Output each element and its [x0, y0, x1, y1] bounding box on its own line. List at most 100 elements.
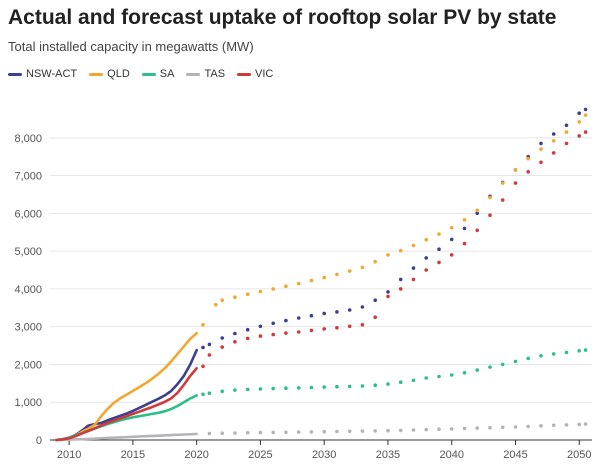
x-tick-label: 2045	[503, 449, 527, 461]
forecast-point-sa	[207, 391, 212, 396]
forecast-point-tas	[360, 429, 365, 433]
forecast-point-sa	[284, 386, 288, 391]
legend-swatch-tas	[186, 72, 201, 76]
forecast-point-vic	[360, 323, 365, 327]
forecast-point-vic	[577, 134, 581, 138]
legend-item-vic[interactable]: VIC	[237, 68, 273, 80]
forecast-point-qld	[214, 303, 218, 307]
forecast-point-qld	[551, 139, 556, 143]
forecast-point-qld	[233, 295, 237, 300]
forecast-point-tas	[437, 427, 441, 432]
forecast-point-nsw-act	[245, 327, 250, 332]
forecast-point-sa	[309, 385, 314, 390]
legend-label-qld: QLD	[107, 68, 130, 80]
forecast-point-qld	[539, 147, 543, 151]
forecast-point-qld	[411, 243, 416, 248]
forecast-point-qld	[564, 130, 569, 134]
forecast-point-sa	[201, 392, 205, 397]
forecast-point-tas	[539, 424, 543, 428]
legend-item-tas[interactable]: TAS	[186, 68, 225, 80]
forecast-point-vic	[220, 345, 224, 349]
forecast-point-nsw-act	[437, 247, 441, 251]
forecast-point-qld	[322, 275, 327, 280]
forecast-point-nsw-act	[411, 266, 416, 270]
forecast-point-vic	[449, 253, 454, 257]
forecast-point-vic	[373, 315, 378, 320]
forecast-point-vic	[271, 332, 276, 337]
forecast-point-tas	[220, 431, 224, 436]
forecast-point-nsw-act	[233, 331, 237, 336]
forecast-point-tas	[233, 431, 237, 435]
forecast-point-tas	[526, 424, 530, 429]
forecast-point-sa	[564, 350, 569, 355]
legend-item-nsw-act[interactable]: NSW-ACT	[8, 68, 77, 80]
forecast-point-sa	[347, 384, 352, 389]
forecast-point-tas	[583, 422, 588, 426]
forecast-point-sa	[577, 349, 581, 353]
forecast-point-vic	[551, 151, 556, 155]
forecast-point-tas	[551, 423, 556, 428]
forecast-point-vic	[207, 353, 212, 357]
legend-item-sa[interactable]: SA	[141, 68, 174, 80]
forecast-point-sa	[526, 356, 530, 361]
y-tick-label: 5,000	[14, 246, 42, 258]
forecast-point-qld	[424, 238, 429, 242]
forecast-point-nsw-act	[583, 107, 588, 112]
x-tick-label: 2030	[312, 449, 336, 461]
forecast-point-sa	[424, 376, 429, 380]
legend-swatch-qld	[89, 72, 104, 76]
forecast-point-vic	[386, 294, 390, 299]
x-tick-label: 2010	[57, 449, 81, 461]
forecast-point-tas	[398, 428, 403, 433]
forecast-point-nsw-act	[207, 342, 212, 347]
y-tick-label: 4,000	[14, 284, 42, 296]
series-line-vic	[55, 366, 198, 442]
forecast-point-qld	[475, 208, 480, 213]
forecast-point-tas	[513, 425, 518, 429]
forecast-point-tas	[475, 426, 480, 430]
forecast-point-vic	[322, 327, 327, 331]
forecast-point-sa	[386, 382, 390, 386]
forecast-point-vic	[347, 324, 352, 329]
forecast-point-tas	[335, 429, 339, 434]
forecast-point-tas	[564, 423, 569, 427]
forecast-point-vic	[437, 260, 441, 265]
forecast-point-sa	[539, 354, 543, 358]
forecast-point-sa	[500, 362, 505, 367]
forecast-point-vic	[309, 328, 314, 333]
x-tick-label: 2040	[439, 449, 463, 461]
y-tick-label: 8,000	[14, 133, 42, 145]
forecast-point-qld	[309, 278, 314, 283]
y-tick-label: 6,000	[14, 208, 42, 220]
forecast-point-nsw-act	[284, 318, 288, 323]
y-tick-label: 2,000	[14, 359, 42, 371]
forecast-point-nsw-act	[258, 324, 263, 329]
forecast-point-tas	[207, 431, 212, 436]
forecast-point-qld	[449, 225, 454, 230]
chart-subtitle: Total installed capacity in megawatts (M…	[8, 39, 254, 54]
forecast-point-sa	[513, 359, 518, 364]
forecast-point-sa	[335, 384, 339, 389]
forecast-point-sa	[373, 383, 378, 388]
forecast-point-qld	[386, 253, 390, 257]
legend-swatch-vic	[237, 72, 252, 76]
series-line-tas	[55, 432, 198, 442]
forecast-point-tas	[309, 430, 314, 434]
forecast-point-sa	[360, 384, 365, 388]
forecast-point-vic	[500, 198, 505, 202]
forecast-point-tas	[322, 429, 327, 434]
forecast-point-sa	[449, 373, 454, 377]
legend-item-qld[interactable]: QLD	[89, 68, 130, 80]
forecast-point-tas	[245, 431, 250, 435]
forecast-point-qld	[513, 168, 518, 172]
forecast-point-sa	[462, 371, 467, 375]
forecast-point-nsw-act	[475, 211, 480, 216]
forecast-point-sa	[398, 380, 403, 385]
chart-legend: NSW-ACT QLD SA TAS VIC	[8, 68, 273, 80]
forecast-point-qld	[296, 281, 301, 286]
y-tick-label: 7,000	[14, 171, 42, 183]
x-tick-label: 2050	[567, 449, 591, 461]
forecast-point-tas	[271, 430, 276, 435]
forecast-point-tas	[577, 422, 581, 427]
